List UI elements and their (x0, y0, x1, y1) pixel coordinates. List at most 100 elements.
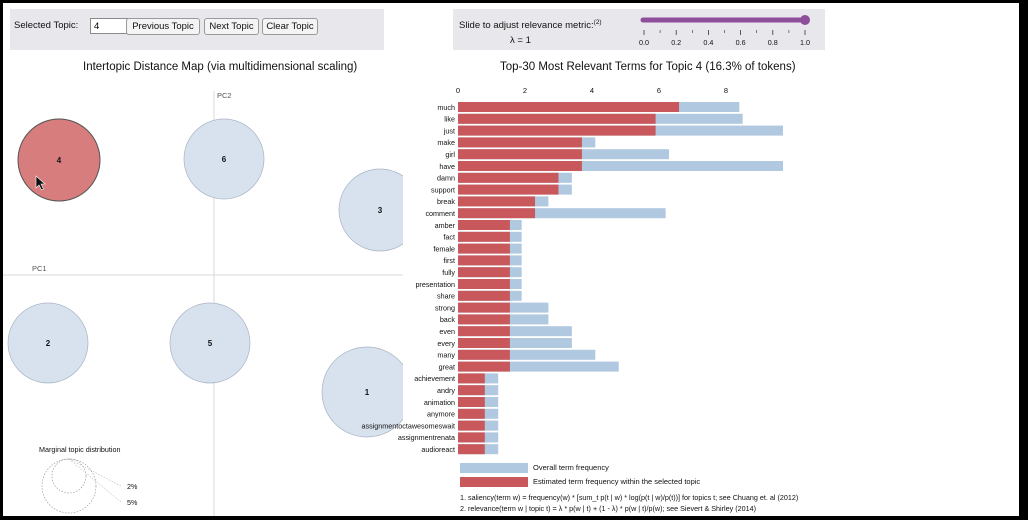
slider-label-text: Slide to adjust relevance metric: (459, 20, 594, 32)
x-tick-label: 4 (590, 86, 594, 95)
topic-frequency-bar[interactable] (458, 408, 485, 419)
topic-frequency-bar[interactable] (458, 184, 559, 195)
legend-estimated-swatch (460, 477, 528, 487)
overall-frequency-bar[interactable] (458, 349, 596, 360)
term-label[interactable]: anymore (427, 410, 455, 419)
topic-circle[interactable]: 5 (169, 302, 251, 384)
overall-frequency-bar[interactable] (458, 326, 572, 337)
topic-frequency-bar[interactable] (458, 338, 510, 348)
slider-handle (800, 15, 810, 25)
term-label[interactable]: have (439, 162, 455, 171)
term-label[interactable]: assignmentoctawesomeswait (362, 421, 455, 430)
selected-topic-input[interactable] (90, 18, 128, 34)
topic-frequency-bar[interactable] (458, 290, 510, 301)
topic-circle[interactable]: 4 (17, 118, 101, 202)
topic-frequency-bar[interactable] (458, 172, 559, 183)
legend-estimated-label: Estimated term frequency within the sele… (533, 477, 701, 486)
topic-frequency-bar[interactable] (458, 231, 510, 242)
topic-circle-label: 3 (378, 206, 383, 215)
term-label[interactable]: female (433, 244, 455, 253)
topic-frequency-bar[interactable] (458, 161, 582, 171)
term-label[interactable]: make (437, 138, 455, 147)
topic-frequency-bar[interactable] (458, 326, 510, 337)
topic-circle[interactable]: 2 (7, 302, 89, 384)
term-label[interactable]: assignmentrenata (398, 433, 455, 442)
term-label[interactable]: fully (442, 268, 455, 277)
term-label[interactable]: back (440, 315, 456, 324)
marginal-distribution-legend: 2% 5% (41, 458, 138, 514)
term-label[interactable]: support (431, 185, 455, 194)
topic-frequency-bar[interactable] (458, 113, 656, 124)
topic-circle-label: 2 (46, 339, 51, 348)
term-label[interactable]: like (444, 115, 455, 124)
legend-overall-label: Overall term frequency (533, 463, 609, 472)
topic-frequency-bar[interactable] (458, 243, 510, 254)
slider-tick-label: 0.0 (639, 38, 649, 47)
topic-frequency-bar[interactable] (458, 361, 510, 372)
term-label[interactable]: fact (443, 233, 455, 242)
overall-frequency-bar[interactable] (458, 361, 619, 372)
topic-frequency-bar[interactable] (458, 302, 510, 313)
topic-frequency-bar[interactable] (458, 267, 510, 278)
term-label[interactable]: just (443, 126, 455, 135)
clear-topic-button[interactable]: Clear Topic (262, 18, 318, 35)
topic-frequency-bar[interactable] (458, 444, 485, 455)
term-label[interactable]: every (437, 339, 455, 348)
term-label[interactable]: animation (424, 398, 455, 407)
term-label[interactable]: even (439, 327, 455, 336)
x-tick-label: 2 (523, 86, 527, 95)
term-label[interactable]: presentation (415, 280, 455, 289)
next-topic-button[interactable]: Next Topic (204, 18, 259, 35)
term-label[interactable]: girl (445, 150, 455, 159)
topic-frequency-bar[interactable] (458, 373, 485, 384)
topic-frequency-bar[interactable] (458, 349, 510, 360)
term-label[interactable]: damn (437, 174, 455, 183)
x-tick-label: 6 (657, 86, 661, 95)
topic-circle[interactable]: 3 (338, 168, 403, 252)
overall-frequency-bar[interactable] (458, 161, 783, 171)
topic-frequency-bar[interactable] (458, 137, 582, 148)
term-label[interactable]: much (437, 103, 455, 112)
topic-circle[interactable]: 6 (183, 118, 265, 200)
term-label[interactable]: comment (425, 209, 455, 218)
topic-frequency-bar[interactable] (458, 196, 536, 207)
topic-frequency-bar[interactable] (458, 102, 680, 112)
overall-frequency-bar[interactable] (458, 338, 572, 348)
topic-frequency-bar[interactable] (458, 220, 510, 230)
topic-circle-label: 4 (57, 156, 62, 165)
legend-overall-swatch (460, 463, 528, 473)
term-label[interactable]: many (437, 351, 455, 360)
topic-frequency-bar[interactable] (458, 420, 485, 431)
term-label[interactable]: andry (437, 386, 455, 395)
previous-topic-button[interactable]: Previous Topic (126, 18, 200, 35)
term-label[interactable]: first (443, 256, 455, 265)
intertopic-map: PC2 PC1 4 6 3 2 5 1 Marginal topic d (3, 91, 403, 516)
topic-frequency-bar[interactable] (458, 208, 536, 219)
topic-frequency-bar[interactable] (458, 397, 485, 407)
topic-frequency-bar[interactable] (458, 255, 510, 266)
topic-frequency-bar[interactable] (458, 149, 582, 160)
footnote-saliency: 1. saliency(term w) = frequency(w) * [su… (460, 493, 799, 502)
topic-frequency-bar[interactable] (458, 125, 656, 136)
footnote-relevance: 2. relevance(term w | topic t) = λ * p(w… (460, 504, 756, 513)
topic-controls-panel: Selected Topic: Previous Topic Next Topi… (10, 9, 384, 50)
overall-frequency-bar[interactable] (458, 208, 666, 219)
topic-frequency-bar[interactable] (458, 385, 485, 396)
topic-frequency-bar[interactable] (458, 279, 510, 289)
term-label[interactable]: amber (435, 221, 456, 230)
term-label[interactable]: achievement (414, 374, 455, 383)
marginal-distribution-title: Marginal topic distribution (39, 445, 121, 454)
topic-frequency-bar[interactable] (458, 314, 510, 325)
term-label[interactable]: audioreact (421, 445, 455, 454)
topic-circle[interactable]: 1 (321, 346, 403, 438)
slider-tick-label: 1.0 (800, 38, 810, 47)
term-label[interactable]: share (437, 292, 455, 301)
term-label[interactable]: strong (435, 303, 455, 312)
pc1-label: PC1 (32, 264, 47, 273)
intertopic-map-title: Intertopic Distance Map (via multidimens… (83, 61, 358, 73)
lambda-value: λ = 1 (510, 35, 531, 46)
relevance-slider[interactable]: 0.0 0.2 0.4 0.6 0.8 1.0 (453, 9, 825, 50)
term-label[interactable]: great (439, 362, 455, 371)
topic-frequency-bar[interactable] (458, 432, 485, 443)
term-label[interactable]: break (437, 197, 455, 206)
